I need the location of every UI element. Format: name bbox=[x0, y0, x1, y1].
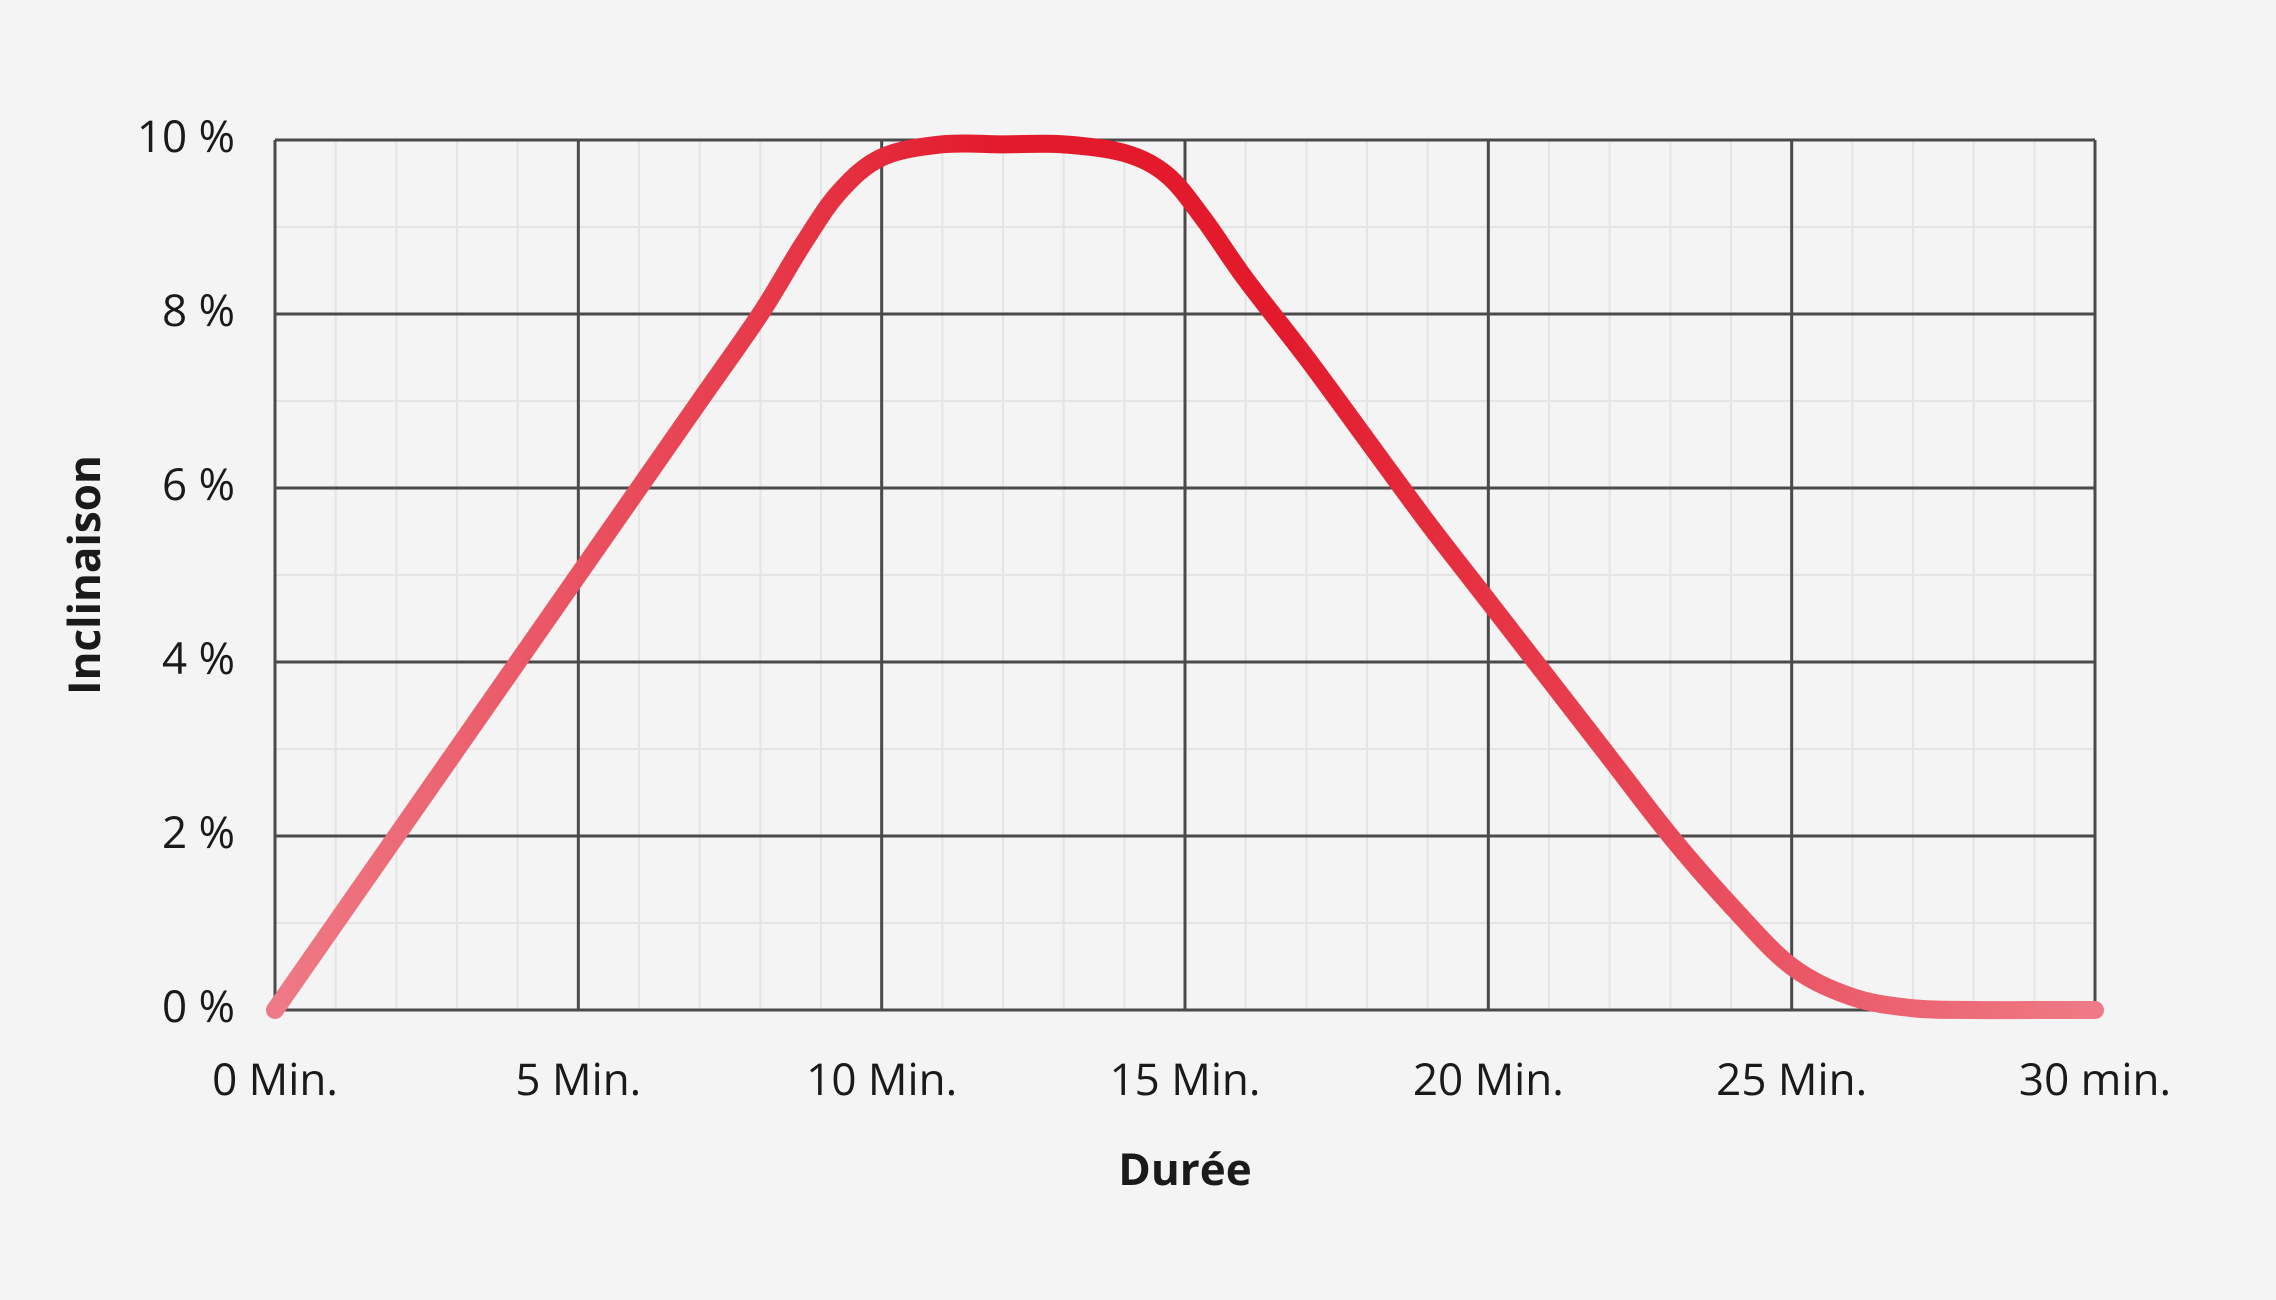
chart-container: { "chart": { "type": "line", "ylabel": "… bbox=[0, 0, 2276, 1300]
x-tick-label: 25 Min. bbox=[1716, 1048, 1867, 1108]
x-tick-label: 30 min. bbox=[2019, 1048, 2171, 1108]
x-tick-labels: 0 Min. 5 Min. 10 Min. 15 Min. 20 Min. 25 Min.… bbox=[212, 1048, 2171, 1108]
y-tick-label: 0 % bbox=[162, 975, 235, 1035]
x-tick-label: 5 Min. bbox=[515, 1048, 641, 1108]
y-tick-label: 8 % bbox=[162, 279, 235, 339]
y-tick-label: 4 % bbox=[162, 627, 235, 687]
y-tick-label: 6 % bbox=[162, 453, 235, 513]
y-tick-labels: 0 % 2 % 4 % 6 % 8 % 10 % bbox=[137, 105, 235, 1035]
y-tick-label: 2 % bbox=[162, 801, 235, 861]
x-tick-label: 15 Min. bbox=[1110, 1048, 1261, 1108]
y-tick-label: 10 % bbox=[137, 105, 235, 165]
incline-chart: 0 % 2 % 4 % 6 % 8 % 10 % 0 Min. 5 Min. 10 Min. 15… bbox=[0, 0, 2276, 1300]
x-tick-label: 0 Min. bbox=[212, 1048, 338, 1108]
x-axis-title: Durée bbox=[1118, 1138, 1251, 1198]
y-axis-title: Inclinaison bbox=[53, 455, 113, 695]
x-tick-label: 10 Min. bbox=[806, 1048, 957, 1108]
x-tick-label: 20 Min. bbox=[1413, 1048, 1564, 1108]
